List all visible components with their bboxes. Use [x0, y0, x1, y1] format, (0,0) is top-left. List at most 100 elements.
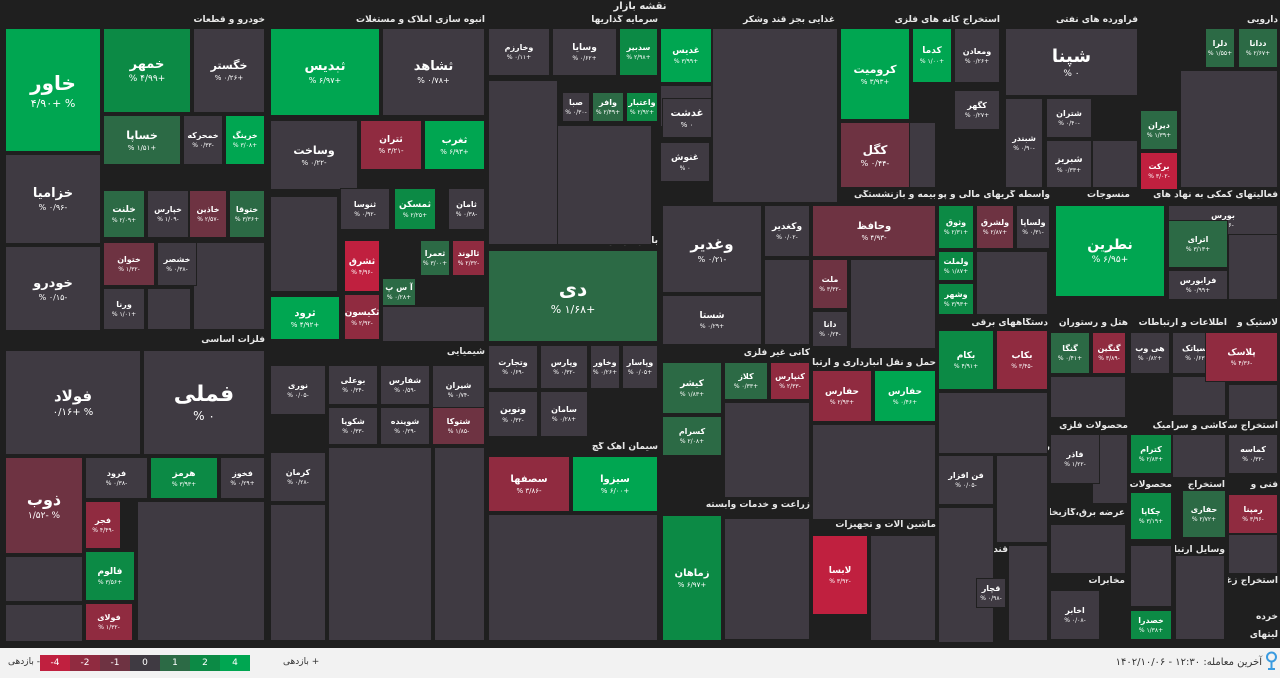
stock-tile[interactable]: ثرود +۴/۹۲ %	[270, 296, 340, 340]
stock-tile[interactable]: ذوب % -۱/۵۲	[5, 457, 83, 554]
stock-tile[interactable]: خصدرا +۱/۳۸ %	[1130, 610, 1172, 640]
stock-tile[interactable]: اترای +۳/۱۳ %	[1168, 220, 1228, 268]
stock-tile[interactable]: دلرا +۱/۵۵ %	[1205, 28, 1235, 68]
stock-tile[interactable]: وثوق +۲/۳۱ %	[938, 205, 974, 249]
stock-tile[interactable]: فاذر -۱/۲۲ %	[1050, 434, 1100, 484]
stock-tile[interactable]: فرود -۰/۳۸ %	[85, 457, 148, 499]
stock-tile[interactable]: اخابر -۰/۰۸ %	[1050, 590, 1100, 640]
stock-tile[interactable]: ونوین -۰/۳۲ %	[488, 391, 538, 437]
stock-tile[interactable]: کدما +۱/۰۰ %	[912, 28, 952, 83]
stock-tile[interactable]: خمحرکه -۰/۳۳ %	[183, 115, 223, 165]
stock-tile[interactable]: چکاپا +۳/۱۹ %	[1130, 492, 1172, 540]
stock-tile[interactable]: غنوش ۰ %	[660, 142, 710, 182]
stock-tile[interactable]: وسایا +۰/۶۲ %	[552, 28, 617, 76]
stock-tile[interactable]: کرمان -۰/۲۸ %	[270, 452, 326, 502]
stock-tile[interactable]: گنگا +۰/۴۱ %	[1050, 332, 1090, 374]
stock-tile[interactable]: کگهر +۰/۲۷ %	[954, 90, 1000, 130]
stock-tile[interactable]: هی وب +۰/۸۲ %	[1130, 332, 1170, 374]
stock-tile[interactable]: ثعمرا +۳/۰۰ %	[420, 240, 450, 276]
stock-tile[interactable]: ثامان -۰/۳۸ %	[448, 188, 485, 230]
stock-tile[interactable]: نوری -۰/۰۵ %	[270, 365, 326, 415]
stock-tile[interactable]: شتوکا -۱/۸۵ %	[432, 407, 485, 445]
stock-tile[interactable]: حفاری +۲/۷۲ %	[1182, 490, 1226, 538]
stock-tile[interactable]: وغدیر -۰/۲۱ %	[662, 205, 762, 293]
stock-tile[interactable]: غدشت ۰ %	[662, 98, 712, 138]
stock-tile[interactable]: ولشرق +۲/۸۷ %	[976, 205, 1014, 249]
stock-tile[interactable]: ثشرق -۴/۹۶ %	[344, 240, 380, 292]
stock-tile[interactable]: وافر +۲/۴۹ %	[592, 92, 624, 122]
stock-tile[interactable]: کنپارس -۲/۳۳ %	[770, 362, 810, 400]
stock-tile[interactable]: کترام +۲/۸۳ %	[1130, 434, 1172, 474]
stock-tile[interactable]: ولملت +۱/۸۷ %	[938, 251, 974, 281]
stock-tile[interactable]: وخاور +۰/۲۶ %	[590, 345, 620, 389]
stock-tile[interactable]: ثکیسون -۲/۹۲ %	[344, 294, 380, 340]
stock-tile[interactable]: لابسا -۳/۹۲ %	[812, 535, 868, 615]
stock-tile[interactable]: وتجارت -۰/۶۹ %	[488, 345, 538, 389]
stock-tile[interactable]: شفارس -۰/۵۹ %	[380, 365, 430, 405]
stock-tile[interactable]: ددانا +۲/۶۷ %	[1238, 28, 1278, 68]
stock-tile[interactable]: خرینگ +۳/۰۸ %	[225, 115, 265, 165]
stock-tile[interactable]: رمپنا -۳/۹۶ %	[1228, 494, 1278, 534]
stock-tile[interactable]: ورنا +۱/۰۱ %	[103, 288, 145, 330]
stock-tile[interactable]: شپنا ۰ %	[1005, 28, 1138, 96]
stock-tile[interactable]: فخوز +۰/۲۹ %	[220, 457, 265, 499]
stock-tile[interactable]: وپارس -۰/۳۲ %	[540, 345, 588, 389]
stock-tile[interactable]: خگستر +۰/۲۶ %	[193, 28, 265, 113]
stock-tile[interactable]: خشصر -۰/۳۸ %	[157, 242, 197, 286]
stock-tile[interactable]: فرابورس +۰/۹۹ %	[1168, 270, 1228, 300]
stock-tile[interactable]: وحافظ -۴/۹۳ %	[812, 205, 936, 257]
stock-tile[interactable]: وشهر +۳/۹۳ %	[938, 283, 974, 315]
stock-tile[interactable]: غدیس +۳/۹۹ %	[660, 28, 712, 83]
stock-tile[interactable]: بوعلی -۰/۳۴ %	[328, 365, 378, 405]
stock-tile[interactable]: شیران -۰/۷۴ %	[432, 365, 485, 415]
stock-tile[interactable]: کگل -۰/۴۴ %	[840, 122, 910, 188]
stock-tile[interactable]: ثمسکن +۲/۲۵ %	[394, 188, 436, 230]
stock-tile[interactable]: خمهر +۴/۹۹ %	[103, 28, 191, 113]
stock-tile[interactable]: دیران +۱/۳۹ %	[1140, 110, 1178, 150]
stock-tile[interactable]: ختوقا +۳/۳۶ %	[229, 190, 265, 238]
stock-tile[interactable]: آ س پ +۰/۲۸ %	[382, 278, 416, 306]
stock-tile[interactable]: پلاسک -۴/۳۶ %	[1205, 332, 1278, 382]
stock-tile[interactable]: ثنوسا -۰/۹۲ %	[340, 188, 390, 230]
stock-tile[interactable]: کسرام +۲/۰۸ %	[662, 416, 722, 456]
stock-tile[interactable]: شتران -۰/۴۰ %	[1046, 98, 1092, 138]
stock-tile[interactable]: ثتران -۳/۲۱ %	[360, 120, 422, 170]
stock-tile[interactable]: کرومیت +۳/۹۳ %	[840, 28, 910, 120]
stock-tile[interactable]: کیشر +۱/۸۳ %	[662, 362, 722, 414]
stock-tile[interactable]: ثغرب +۶/۹۳ %	[424, 120, 485, 170]
stock-tile[interactable]: بکام +۴/۹۱ %	[938, 330, 994, 390]
stock-tile[interactable]: وخارزم +۰/۱۱ %	[488, 28, 550, 76]
stock-tile[interactable]: حفارس +۰/۴۶ %	[874, 370, 936, 422]
stock-tile[interactable]: خاذین -۲/۵۷ %	[189, 190, 227, 238]
stock-tile[interactable]: وپاسار +۰/۰۵ %	[622, 345, 658, 389]
stock-tile[interactable]: شوینده -۰/۲۹ %	[380, 407, 430, 445]
stock-tile[interactable]: سصفها -۳/۸۶ %	[488, 456, 570, 512]
location-pin-icon[interactable]	[1265, 651, 1278, 671]
stock-tile[interactable]: فملی ۰ %	[143, 350, 265, 455]
stock-tile[interactable]: ومعادن +۰/۲۶ %	[954, 28, 1000, 83]
stock-tile[interactable]: فن افزار -۰/۰۵ %	[938, 455, 994, 505]
stock-tile[interactable]: ثبدیس +۶/۹۷ %	[270, 28, 380, 116]
stock-tile[interactable]: گنگین -۳/۸۹ %	[1092, 332, 1126, 374]
stock-tile[interactable]: هرمز +۳/۹۳ %	[150, 457, 218, 499]
stock-tile[interactable]: حفارس +۲/۹۳ %	[812, 370, 872, 422]
stock-tile[interactable]: فولاد % +۰/۱۶	[5, 350, 141, 455]
stock-tile[interactable]: نطرین +۶/۹۵ %	[1055, 205, 1165, 297]
stock-tile[interactable]: ملت -۳/۳۲ %	[812, 259, 848, 309]
stock-tile[interactable]: واعتبار +۲/۹۲ %	[626, 92, 658, 122]
stock-tile[interactable]: وکغدیر -۰/۰۲ %	[764, 205, 810, 257]
stock-tile[interactable]: کلاز +۰/۳۳ %	[724, 362, 768, 400]
stock-tile[interactable]: ولساپا -۰/۳۱ %	[1016, 205, 1050, 249]
stock-tile[interactable]: ختوان -۱/۳۲ %	[103, 242, 155, 286]
stock-tile[interactable]: بکاب -۳/۴۵ %	[996, 330, 1048, 390]
stock-tile[interactable]: خاور% +۴/۹۰	[5, 28, 101, 152]
stock-tile[interactable]: وساخت -۰/۲۲ %	[270, 120, 358, 190]
stock-tile[interactable]: خپارس -۱/۰۹ %	[147, 190, 189, 238]
stock-tile[interactable]: دی +۱/۶۸ %	[488, 250, 658, 342]
stock-tile[interactable]: خودرو -۰/۱۵ %	[5, 246, 101, 331]
stock-tile[interactable]: شستا +۰/۲۹ %	[662, 295, 762, 345]
stock-tile[interactable]: برکت -۳/۰۲ %	[1140, 152, 1178, 190]
stock-tile[interactable]: صبا -۰/۳۰ %	[562, 92, 590, 122]
stock-tile[interactable]: خساپا +۱/۵۱ %	[103, 115, 181, 165]
stock-tile[interactable]: شبندر -۰/۹۰ %	[1005, 98, 1043, 188]
